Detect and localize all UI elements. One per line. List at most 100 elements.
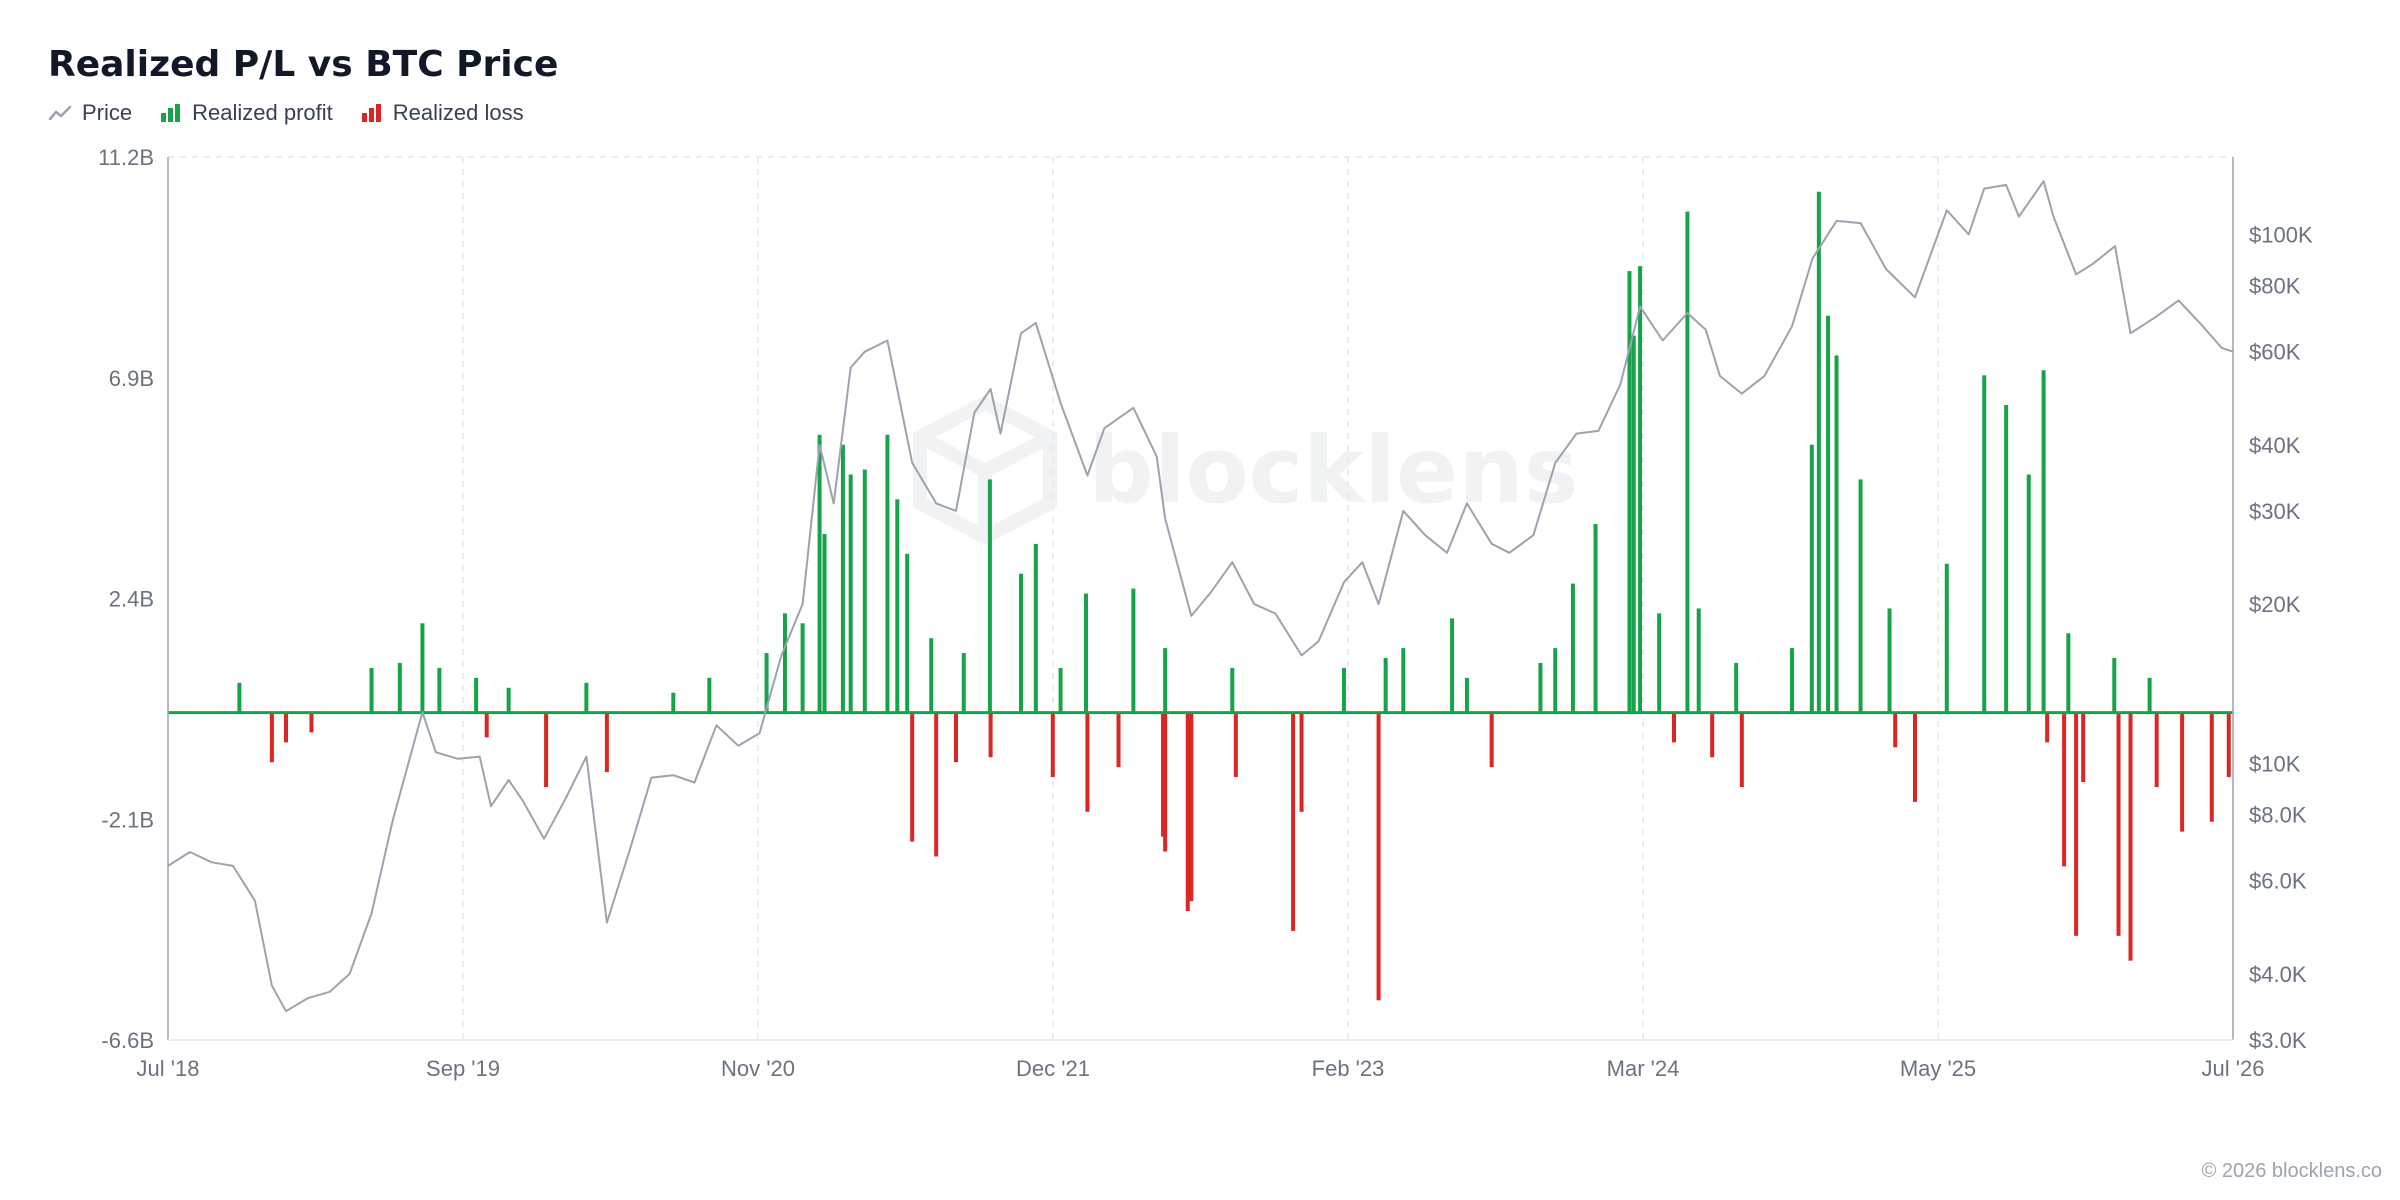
profit-bar [474,677,479,713]
loss-bar [2209,712,2214,822]
profit-bar [1383,658,1388,713]
y-right-tick-label: $20K [2249,592,2301,617]
profit-bar [987,479,992,713]
profit-bar [1163,648,1168,713]
y-right-tick-label: $6.0K [2249,869,2307,894]
loss-bar [1489,712,1494,768]
profit-bar [1696,608,1701,713]
profit-bar [1809,444,1814,713]
profit-bar [671,692,676,713]
y-left-tick-label: 6.9B [109,366,154,391]
profit-bar [895,499,900,713]
profit-bar [584,682,589,713]
legend-item-loss[interactable]: Realized loss [361,100,524,126]
profit-bar [1058,667,1063,713]
bar-series-icon [161,104,181,122]
y-left-tick-label: 2.4B [109,587,154,612]
x-tick-label: Dec '21 [1016,1056,1090,1081]
loss-bar [284,712,289,743]
profit-bar [1631,335,1636,713]
profit-bar [369,667,374,713]
x-tick-label: Sep '19 [426,1056,500,1081]
x-tick-label: Jul '18 [137,1056,200,1081]
legend-label-price: Price [82,100,133,125]
loss-bar [2074,712,2079,936]
y-right-tick-label: $80K [2249,274,2301,299]
loss-bar [544,712,549,788]
profit-bar [1858,479,1863,713]
x-tick-label: Nov '20 [721,1056,795,1081]
loss-bar [2062,712,2067,867]
loss-bar [2226,712,2231,778]
loss-bar [309,712,314,733]
line-series-icon [48,105,72,121]
loss-bar [2116,712,2121,936]
chart-title: Realized P/L vs BTC Price [48,44,559,85]
price-line-layer [167,180,2234,1013]
profit-bar [1638,266,1643,713]
y-right-tick-label: $10K [2249,751,2301,776]
loss-bar [484,712,489,738]
loss-bar [2128,712,2133,961]
loss-bar [2154,712,2159,788]
axes-layer: Jul '18 Sep '19 Nov '20 Dec '21 Feb '23 Mar '… [98,145,2313,1081]
loss-bar [1299,712,1304,812]
profit-bar [1570,583,1575,713]
profit-bar [961,653,966,713]
bars-layer [168,191,2233,1001]
profit-bar [929,638,934,713]
profit-bar [1033,543,1038,713]
loss-bar [953,712,958,763]
loss-bar [2045,712,2050,743]
loss-bar [1116,712,1121,768]
profit-bar [1553,648,1558,713]
legend-item-price[interactable]: Price [48,100,132,126]
profit-bar [1084,593,1089,713]
loss-bar [1189,712,1194,902]
profit-bar [1944,563,1949,713]
loss-bar [1050,712,1055,778]
loss-bar [1291,712,1296,931]
profit-bar [2147,677,2152,713]
loss-bar [2180,712,2185,832]
profit-bar [1734,662,1739,713]
profit-bar [822,534,827,713]
loss-bar [1671,712,1676,743]
loss-bar [604,712,609,773]
profit-bar [1627,271,1632,713]
profit-bar [1887,608,1892,713]
loss-bar [1085,712,1090,812]
profit-bar [2041,370,2046,713]
x-tick-label: Jul '26 [2202,1056,2265,1081]
legend-label-loss: Realized loss [392,100,524,125]
profit-bar [1685,211,1690,713]
y-right-tick-label: $40K [2249,433,2301,458]
bar-series-icon [361,104,381,122]
profit-bar [1230,667,1235,713]
y-right-tick-label: $3.0K [2249,1028,2307,1053]
loss-bar [1185,712,1190,912]
profit-bar [1464,677,1469,713]
profit-bar [397,662,402,713]
legend-item-profit[interactable]: Realized profit [160,100,333,126]
profit-bar [2112,658,2117,713]
profit-bar [782,613,787,713]
profit-bar [2004,405,2009,713]
profit-bar [862,469,867,713]
loss-bar [1233,712,1238,778]
profit-bar [905,553,910,713]
profit-bar [840,444,845,713]
grid-layer [168,156,2233,1040]
profit-bar [1131,588,1136,713]
legend-label-profit: Realized profit [192,100,333,125]
profit-bar [1593,524,1598,713]
y-left-tick-label: -6.6B [101,1028,154,1053]
profit-bar [2026,474,2031,713]
profit-bar [707,677,712,713]
y-right-tick-label: $30K [2249,499,2301,524]
loss-bar [1163,712,1168,852]
profit-bar [1538,662,1543,713]
profit-bar [1018,573,1023,713]
loss-bar [1710,712,1715,758]
